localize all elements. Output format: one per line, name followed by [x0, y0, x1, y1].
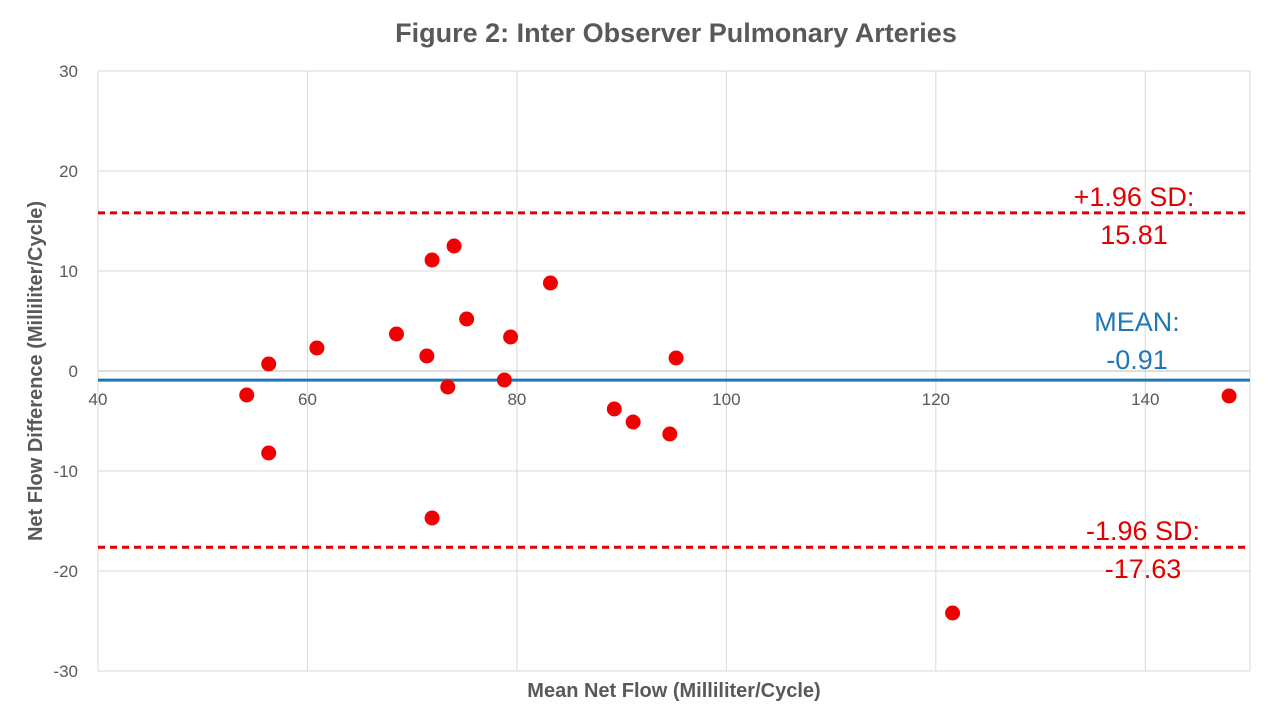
- data-point: [261, 356, 277, 372]
- y-axis-title: Net Flow Difference (Milliliter/Cycle): [25, 201, 47, 541]
- x-tick-label: 100: [712, 390, 740, 409]
- x-tick-label: 60: [298, 390, 317, 409]
- data-point: [239, 387, 255, 403]
- y-tick-label: -20: [53, 562, 78, 581]
- data-point: [309, 340, 325, 356]
- data-point: [446, 238, 462, 254]
- y-tick-label: 10: [59, 262, 78, 281]
- y-tick-label: -30: [53, 662, 78, 681]
- tick-label-layer: -30 -20 -10 0 10 20 30 40 60 80 100 120 140: [53, 62, 1159, 681]
- x-tick-label: 80: [507, 390, 526, 409]
- y-tick-label: -10: [53, 462, 78, 481]
- data-point: [496, 372, 512, 388]
- lower-limit-label: -1.96 SD:: [1086, 516, 1200, 546]
- data-point: [1221, 388, 1237, 404]
- data-point: [945, 605, 961, 621]
- upper-limit-value: 15.81: [1100, 220, 1168, 250]
- data-point: [419, 348, 435, 364]
- reference-line-layer: [98, 211, 1250, 549]
- data-point: [459, 311, 475, 327]
- x-tick-label: 140: [1131, 390, 1159, 409]
- data-point: [542, 275, 558, 291]
- data-point: [662, 426, 678, 442]
- x-tick-label: 120: [922, 390, 950, 409]
- data-point-layer: [239, 238, 1237, 621]
- upper-limit-label: +1.96 SD:: [1074, 182, 1195, 212]
- x-axis-title: Mean Net Flow (Milliliter/Cycle): [527, 680, 820, 702]
- data-point: [424, 252, 440, 268]
- data-point: [424, 510, 440, 526]
- data-point: [625, 414, 641, 430]
- data-point: [388, 326, 404, 342]
- lower-limit-value: -17.63: [1105, 554, 1182, 584]
- data-point: [668, 350, 684, 366]
- y-tick-label: 20: [59, 162, 78, 181]
- x-tick-label: 40: [89, 390, 108, 409]
- annotation-layer: +1.96 SD: 15.81 MEAN: -0.91 -1.96 SD: -17.63: [1074, 182, 1200, 584]
- data-point: [440, 379, 456, 395]
- y-tick-label: 0: [69, 362, 78, 381]
- chart-title: Figure 2: Inter Observer Pulmonary Arter…: [395, 18, 957, 48]
- mean-label: MEAN:: [1094, 307, 1180, 337]
- y-tick-label: 30: [59, 62, 78, 81]
- mean-value: -0.91: [1106, 345, 1168, 375]
- data-point: [606, 401, 622, 417]
- data-point: [503, 329, 519, 345]
- data-point: [261, 445, 277, 461]
- grid-layer: [97, 70, 1251, 672]
